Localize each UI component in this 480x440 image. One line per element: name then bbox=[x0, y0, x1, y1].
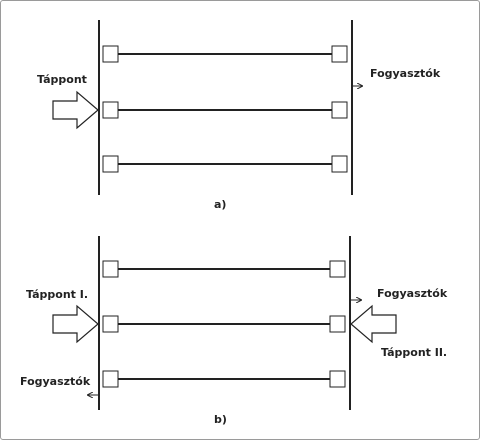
block-arrow-icon bbox=[52, 304, 99, 344]
square-switch-icon bbox=[102, 260, 119, 278]
square-switch-icon bbox=[329, 260, 346, 278]
square-switch-icon bbox=[331, 155, 348, 173]
block-arrow-icon bbox=[52, 90, 99, 130]
square-switch-icon bbox=[329, 370, 346, 388]
square-switch-icon bbox=[331, 45, 348, 63]
square-switch-icon bbox=[329, 315, 346, 333]
block-arrow-icon bbox=[350, 304, 397, 344]
square-switch-icon bbox=[331, 101, 348, 119]
consumers-right-label-b: Fogyasztók bbox=[377, 287, 448, 300]
supply1-label-b: Táppont I. bbox=[26, 288, 88, 301]
square-switch-icon bbox=[102, 101, 119, 119]
caption-a: a) bbox=[214, 198, 226, 211]
caption-b: b) bbox=[214, 413, 227, 426]
supply2-label-b: Táppont II. bbox=[381, 346, 447, 359]
supply-label-a: Táppont bbox=[37, 73, 87, 86]
diagram-b: Táppont I. Táppont II. Fogyasztók Fogyas… bbox=[20, 236, 448, 426]
square-switch-icon bbox=[102, 45, 119, 63]
diagram-a: Táppont Fogyasztók a) bbox=[37, 20, 441, 211]
consumers-left-label-b: Fogyasztók bbox=[20, 375, 91, 388]
square-switch-icon bbox=[102, 370, 119, 388]
consumers-label-a: Fogyasztók bbox=[370, 67, 441, 80]
square-switch-icon bbox=[102, 315, 119, 333]
square-switch-icon bbox=[102, 155, 119, 173]
